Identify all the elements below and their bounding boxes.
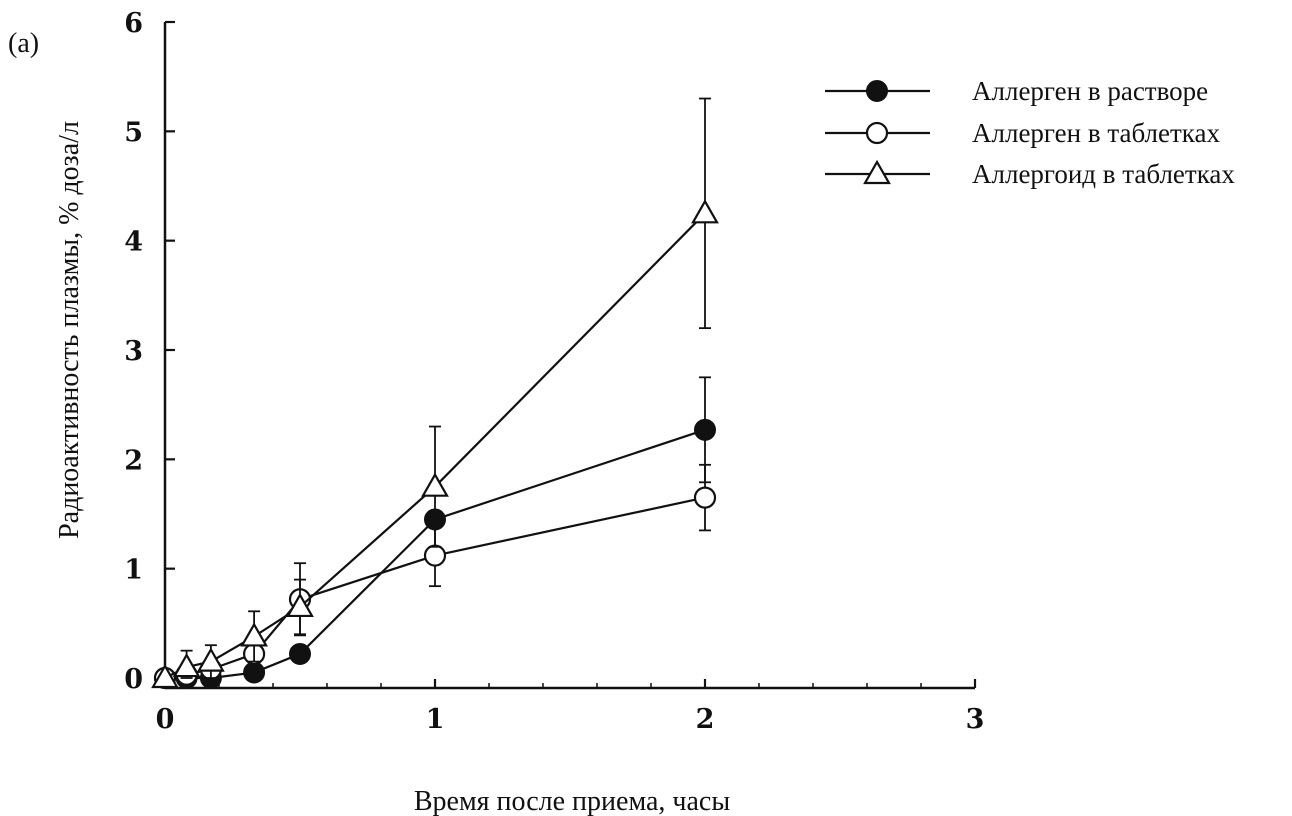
- y-tick-label: 2: [124, 445, 143, 476]
- legend-marker: [865, 121, 889, 145]
- data-point: [289, 642, 311, 665]
- y-tick-label: 4: [124, 227, 143, 258]
- y-axis-title: Радиоактивность плазмы, % доза/л: [54, 121, 85, 539]
- x-axis-title: Время после приема, часы: [414, 786, 731, 816]
- data-point: [423, 544, 447, 567]
- y-tick-label: 1: [124, 555, 143, 586]
- legend-label: Аллерген в таблетках: [972, 118, 1220, 148]
- data-point: [694, 418, 716, 441]
- y-tick-label: 5: [124, 117, 143, 148]
- legend-label: Аллерген в растворе: [972, 76, 1208, 106]
- data-point: [172, 652, 201, 678]
- y-ticks: 0 1 2 3 4 5 6: [124, 8, 175, 695]
- x-tick-label: 1: [426, 704, 445, 735]
- legend: Аллерген в растворе Аллерген в таблетках А…: [825, 76, 1235, 189]
- data-point: [693, 486, 717, 509]
- legend-label: Аллергоид в таблетках: [972, 159, 1235, 189]
- x-tick-label: 2: [696, 704, 715, 735]
- legend-item-3: Аллергоид в таблетках: [825, 159, 1235, 189]
- data-point: [240, 622, 268, 647]
- y-tick-label: 0: [124, 664, 143, 695]
- panel-label: (a): [8, 28, 39, 59]
- x-tick-label: 3: [966, 704, 985, 735]
- x-tick-label: 0: [156, 704, 175, 735]
- x-ticks: 0 1 2 3: [156, 679, 985, 735]
- y-tick-label: 6: [124, 8, 143, 39]
- series-3: [151, 97, 719, 689]
- legend-marker: [866, 80, 888, 102]
- axes: [163, 22, 975, 690]
- data-point: [151, 663, 179, 689]
- data-point: [691, 199, 719, 224]
- legend-item-1: Аллерген в растворе: [825, 76, 1208, 106]
- data-point: [197, 647, 225, 672]
- y-tick-label: 3: [124, 336, 143, 367]
- series-layer: [151, 97, 719, 690]
- data-point: [421, 472, 449, 497]
- legend-marker: [863, 159, 891, 185]
- data-point: [286, 592, 314, 618]
- legend-item-2: Аллерген в таблетках: [825, 118, 1220, 148]
